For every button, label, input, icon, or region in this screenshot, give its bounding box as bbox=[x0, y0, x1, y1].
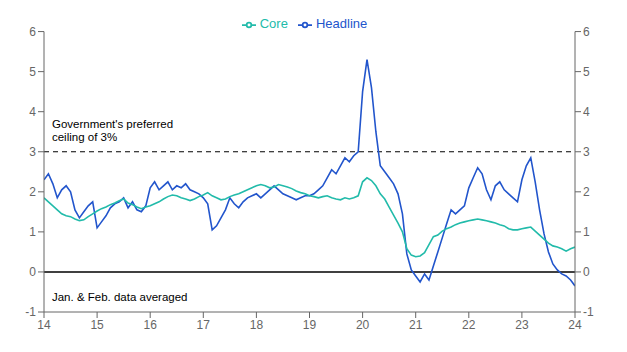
svg-text:6: 6 bbox=[583, 25, 590, 39]
svg-text:4: 4 bbox=[583, 105, 590, 119]
svg-text:2: 2 bbox=[29, 185, 36, 199]
svg-text:20: 20 bbox=[356, 318, 370, 332]
html-text:Headline: Headline bbox=[315, 16, 368, 31]
svg-text:24: 24 bbox=[568, 318, 582, 332]
svg-text:22: 22 bbox=[462, 318, 476, 332]
svg-text:4: 4 bbox=[29, 105, 36, 119]
svg-text:1: 1 bbox=[583, 225, 590, 239]
svg-text:6: 6 bbox=[29, 25, 36, 39]
svg-text:1: 1 bbox=[29, 225, 36, 239]
svg-text:14: 14 bbox=[37, 318, 51, 332]
svg-text:18: 18 bbox=[250, 318, 264, 332]
svg-text:0: 0 bbox=[583, 265, 590, 279]
svg-text:15: 15 bbox=[90, 318, 104, 332]
svg-text:Government's preferredceiling: Government's preferredceiling of 3% bbox=[52, 118, 173, 143]
svg-text:17: 17 bbox=[197, 318, 211, 332]
svg-text:5: 5 bbox=[29, 65, 36, 79]
svg-text:3: 3 bbox=[583, 145, 590, 159]
svg-text:21: 21 bbox=[409, 318, 423, 332]
svg-text:0: 0 bbox=[29, 265, 36, 279]
svg-text:Jan. & Feb. data averaged: Jan. & Feb. data averaged bbox=[52, 291, 188, 303]
svg-text:23: 23 bbox=[515, 318, 529, 332]
svg-text:19: 19 bbox=[303, 318, 317, 332]
svg-text:16: 16 bbox=[144, 318, 158, 332]
html-text:Core: Core bbox=[259, 16, 288, 31]
svg-text:2: 2 bbox=[583, 185, 590, 199]
svg-text:-1: -1 bbox=[583, 305, 594, 319]
svg-text:5: 5 bbox=[583, 65, 590, 79]
svg-text:3: 3 bbox=[29, 145, 36, 159]
svg-text:-1: -1 bbox=[25, 305, 36, 319]
